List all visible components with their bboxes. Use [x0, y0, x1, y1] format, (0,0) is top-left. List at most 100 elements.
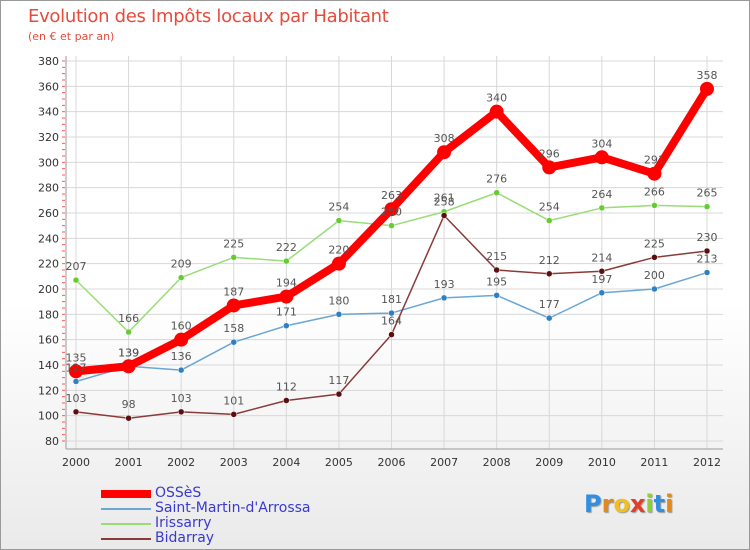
legend-label: Bidarray — [155, 530, 215, 546]
data-label: 265 — [697, 187, 718, 200]
x-tick-label: 2012 — [693, 456, 721, 469]
data-point — [283, 322, 290, 329]
data-point — [177, 408, 185, 416]
data-label: 220 — [328, 244, 349, 257]
data-point — [335, 217, 343, 224]
data-label: 276 — [486, 173, 507, 186]
data-label: 263 — [381, 189, 402, 202]
data-label: 177 — [539, 298, 560, 311]
data-label: 308 — [434, 132, 455, 145]
y-tick-label: 180 — [38, 308, 59, 321]
logo-letter: r — [601, 490, 614, 518]
data-point — [594, 150, 609, 165]
data-point — [177, 366, 185, 374]
data-point — [335, 390, 343, 398]
y-tick-label: 80 — [45, 435, 59, 448]
data-point — [121, 359, 136, 374]
data-label: 98 — [122, 398, 136, 411]
data-label: 230 — [697, 231, 718, 244]
legend-swatch-bidarray — [101, 538, 151, 540]
data-point — [230, 338, 237, 346]
data-label: 164 — [381, 315, 402, 328]
data-label: 160 — [171, 320, 192, 333]
data-point — [546, 314, 553, 322]
y-tick-label: 240 — [38, 232, 59, 245]
legend-label: Saint-Martin-d'Arrossa — [155, 500, 311, 516]
data-label: 225 — [223, 237, 244, 250]
x-tick-label: 2006 — [378, 456, 406, 469]
proxiti-logo: Proxiti — [584, 490, 673, 518]
data-point — [125, 414, 132, 422]
data-point — [700, 81, 714, 96]
data-label: 254 — [539, 201, 560, 214]
y-tick-label: 160 — [38, 334, 59, 347]
data-point — [703, 203, 711, 210]
data-label: 222 — [276, 241, 297, 254]
data-label: 136 — [171, 350, 192, 363]
x-tick-label: 2007 — [430, 456, 458, 469]
data-point — [493, 292, 500, 299]
x-tick-label: 2003 — [220, 456, 248, 469]
data-point — [279, 289, 294, 304]
data-point — [226, 298, 241, 313]
data-point — [493, 266, 500, 274]
data-label: 117 — [328, 374, 349, 387]
data-label: 197 — [591, 273, 612, 286]
data-point — [335, 311, 343, 318]
y-tick-label: 340 — [38, 106, 59, 119]
data-point — [177, 274, 185, 281]
logo-letter: i — [665, 490, 674, 518]
legend-label: OSSèS — [155, 485, 202, 501]
data-point — [125, 328, 132, 336]
data-label: 194 — [276, 277, 297, 290]
data-point — [546, 217, 553, 224]
data-point — [493, 189, 500, 196]
data-label: 103 — [171, 392, 192, 405]
data-point — [651, 285, 658, 293]
x-tick-label: 2009 — [535, 456, 563, 469]
logo-letter: t — [653, 490, 666, 518]
data-point — [384, 202, 399, 217]
data-label: 225 — [644, 237, 665, 250]
x-tick-label: 2001 — [115, 456, 143, 469]
data-label: 101 — [223, 394, 244, 407]
data-point — [437, 145, 452, 160]
data-label: 139 — [118, 346, 139, 359]
data-label: 195 — [486, 275, 507, 288]
data-label: 213 — [697, 253, 718, 266]
y-tick-label: 320 — [38, 131, 59, 144]
data-label: 215 — [486, 250, 507, 263]
legend-label: Irissarry — [155, 515, 212, 531]
y-tick-label: 300 — [38, 156, 59, 169]
data-label: 212 — [539, 254, 560, 267]
y-tick-label: 220 — [38, 258, 59, 271]
data-label: 158 — [223, 322, 244, 335]
y-tick-label: 380 — [38, 55, 59, 68]
legend-swatch-irissarry — [101, 523, 151, 525]
x-tick-label: 2010 — [588, 456, 616, 469]
data-point — [230, 411, 237, 418]
data-label: 340 — [486, 92, 507, 105]
data-point — [546, 270, 553, 278]
data-point — [388, 331, 395, 338]
legend-swatch-ossès — [101, 490, 151, 498]
data-label: 304 — [591, 137, 612, 150]
data-point — [72, 378, 80, 385]
x-tick-label: 2005 — [325, 456, 353, 469]
chart-subtitle: (en € et par an) — [28, 30, 115, 43]
logo-letter: P — [584, 490, 602, 518]
data-label: 187 — [223, 285, 244, 298]
data-label: 112 — [276, 380, 297, 393]
x-tick-label: 2000 — [62, 456, 90, 469]
data-point — [440, 212, 448, 219]
data-label: 139 — [118, 346, 139, 359]
data-point — [703, 269, 711, 276]
data-point — [598, 289, 606, 297]
data-label: 200 — [644, 269, 665, 282]
data-point — [598, 268, 606, 275]
x-tick-label: 2008 — [483, 456, 511, 469]
data-label: 171 — [276, 306, 297, 319]
logo-letter: o — [613, 490, 630, 518]
data-point — [542, 160, 557, 175]
